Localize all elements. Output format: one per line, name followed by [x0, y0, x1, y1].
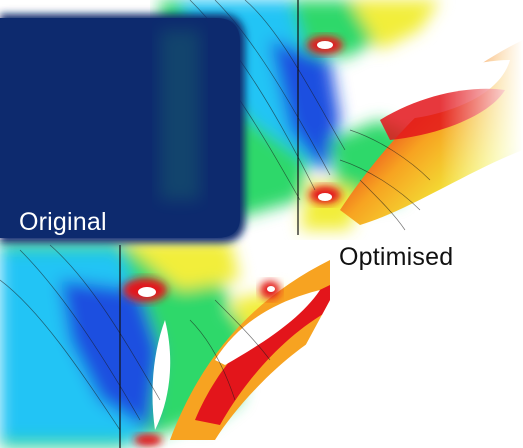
optimised-label: Optimised — [339, 243, 454, 271]
original-label-panel — [0, 14, 245, 243]
original-contour-plot — [0, 240, 330, 448]
original-label: Original — [19, 208, 107, 236]
